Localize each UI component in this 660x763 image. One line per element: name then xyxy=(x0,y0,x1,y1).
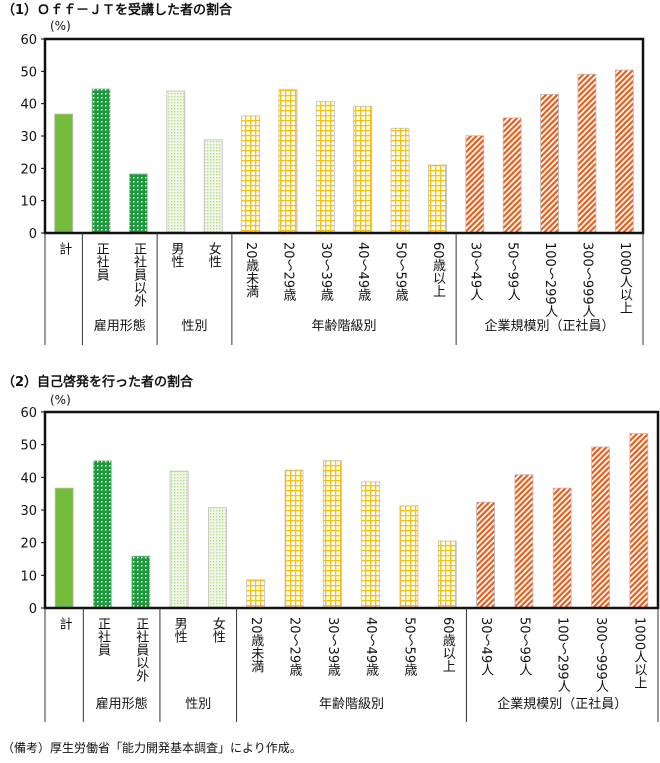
bar-20歳未満 xyxy=(246,579,266,609)
bar-女性 xyxy=(203,139,223,234)
bar-50～59歳 xyxy=(390,127,410,234)
x-tick-label: 30～49人 xyxy=(467,242,483,301)
y-tick-label: 30 xyxy=(20,504,37,519)
bar-100～299人 xyxy=(540,93,559,234)
plot-frame xyxy=(43,410,660,610)
bar-計 xyxy=(54,487,74,609)
x-tick-label: 60歳以上 xyxy=(430,242,446,298)
bar-50～99人 xyxy=(502,117,522,234)
x-tick-label: 正社員 xyxy=(94,242,110,281)
x-tick-label: 30～49人 xyxy=(478,617,494,676)
bar-300～999人 xyxy=(591,446,610,609)
group-label: 雇用形態 xyxy=(94,318,146,334)
group-label: 年齢階級別 xyxy=(311,319,376,334)
x-tick-label: 20～29歳 xyxy=(280,242,296,302)
x-tick-label: 40～49歳 xyxy=(355,242,371,302)
chart-title: （2）自己啓発を行った者の割合 xyxy=(2,374,194,390)
x-tick-label: 30～39歳 xyxy=(318,242,334,302)
x-tick-label: 女性 xyxy=(206,241,222,268)
x-tick-label: 正社員以外 xyxy=(133,617,149,682)
bar-20歳未満 xyxy=(241,115,260,234)
bar-1000人以上 xyxy=(629,433,649,609)
bar-正社員以外 xyxy=(131,555,151,609)
y-tick-label: 0 xyxy=(29,602,37,617)
chart-title: （1）Ｏｆｆ－ＪＴを受講した者の割合 xyxy=(2,2,233,18)
bar-30～39歳 xyxy=(322,460,342,609)
group-label: 企業規模別（正社員） xyxy=(497,696,627,712)
y-tick-label: 20 xyxy=(20,537,37,552)
bar-30～49人 xyxy=(476,501,495,609)
bar-20～29歳 xyxy=(278,89,298,234)
bar-50～59歳 xyxy=(399,505,419,609)
y-tick-label: 50 xyxy=(20,65,37,80)
x-tick-label: 60歳以上 xyxy=(440,617,456,673)
x-tick-label: 50～99人 xyxy=(505,242,521,301)
x-tick-label: 計 xyxy=(56,241,72,255)
x-tick-label: 正社員以外 xyxy=(131,242,147,307)
bar-40～49歳 xyxy=(361,481,381,609)
bar-正社員 xyxy=(91,88,111,234)
x-tick-label: 300～999人 xyxy=(593,617,609,693)
bar-20～29歳 xyxy=(284,469,304,609)
plot-frame xyxy=(43,37,645,235)
x-tick-label: 40～49歳 xyxy=(363,617,379,677)
y-tick-label: 30 xyxy=(20,130,37,145)
x-tick-label: 20歳未満 xyxy=(248,617,264,673)
x-tick-label: 300～999人 xyxy=(579,242,595,318)
group-label: 年齢階級別 xyxy=(319,697,384,712)
group-label: 性別 xyxy=(181,319,207,334)
y-tick-label: 40 xyxy=(20,471,37,486)
x-tick-label: 男性 xyxy=(168,242,184,268)
bar-60歳以上 xyxy=(428,164,447,234)
group-label: 性別 xyxy=(185,697,211,712)
bar-100～299人 xyxy=(552,487,572,609)
bar-50～99人 xyxy=(514,474,534,609)
x-tick-label: 正社員 xyxy=(95,617,111,656)
bar-男性 xyxy=(169,470,189,609)
bar-300～999人 xyxy=(577,73,597,234)
x-tick-label: 20～29歳 xyxy=(287,617,303,677)
y-tick-label: 10 xyxy=(20,569,37,584)
group-label: 企業規模別（正社員） xyxy=(485,318,615,334)
group-label: 雇用形態 xyxy=(96,696,148,712)
bar-正社員以外 xyxy=(129,173,148,234)
y-tick-label: 40 xyxy=(20,98,37,113)
bar-男性 xyxy=(166,90,186,234)
y-tick-label: 0 xyxy=(29,227,37,242)
x-tick-label: 1000人以上 xyxy=(617,242,633,314)
bar-正社員 xyxy=(93,460,112,609)
y-tick-label: 10 xyxy=(20,195,37,210)
y-tick-label: 50 xyxy=(20,439,37,454)
bar-30～39歳 xyxy=(315,101,335,234)
bar-60歳以上 xyxy=(437,540,457,609)
y-axis-unit: (%) xyxy=(50,19,71,33)
y-axis-unit: (%) xyxy=(50,393,71,407)
x-tick-label: 20歳未満 xyxy=(243,242,259,298)
bar-1000人以上 xyxy=(614,69,634,234)
chart-1: （1）Ｏｆｆ－ＪＴを受講した者の割合(%) 0 10 20 30 40 50 60 計 正社員 正社… xyxy=(2,2,645,345)
chart-2: （2）自己啓発を行った者の割合 (%) 0 10 20 30 40 50 60 計 正社員 正社員以外… xyxy=(2,374,660,722)
x-tick-label: 計 xyxy=(57,616,73,630)
bar-40～49歳 xyxy=(353,105,373,234)
bar-女性 xyxy=(208,507,227,609)
x-tick-label: 30～39歳 xyxy=(325,617,341,677)
y-tick-label: 60 xyxy=(20,406,37,421)
x-tick-label: 50～59歳 xyxy=(393,242,409,302)
x-tick-label: 男性 xyxy=(172,617,188,643)
y-tick-label: 20 xyxy=(20,162,37,177)
x-tick-label: 50～99人 xyxy=(516,617,532,676)
footer-note: （備考）厚生労働省「能力開発基本調査」により作成。 xyxy=(2,740,302,755)
x-tick-label: 女性 xyxy=(210,616,226,643)
x-tick-label: 1000人以上 xyxy=(631,617,647,689)
bar-計 xyxy=(54,113,74,234)
bar-30～49人 xyxy=(465,135,485,234)
x-tick-label: 50～59歳 xyxy=(401,617,417,677)
x-tick-label: 100～299人 xyxy=(542,242,558,318)
y-tick-label: 60 xyxy=(20,33,37,48)
x-tick-label: 100～299人 xyxy=(555,617,571,693)
